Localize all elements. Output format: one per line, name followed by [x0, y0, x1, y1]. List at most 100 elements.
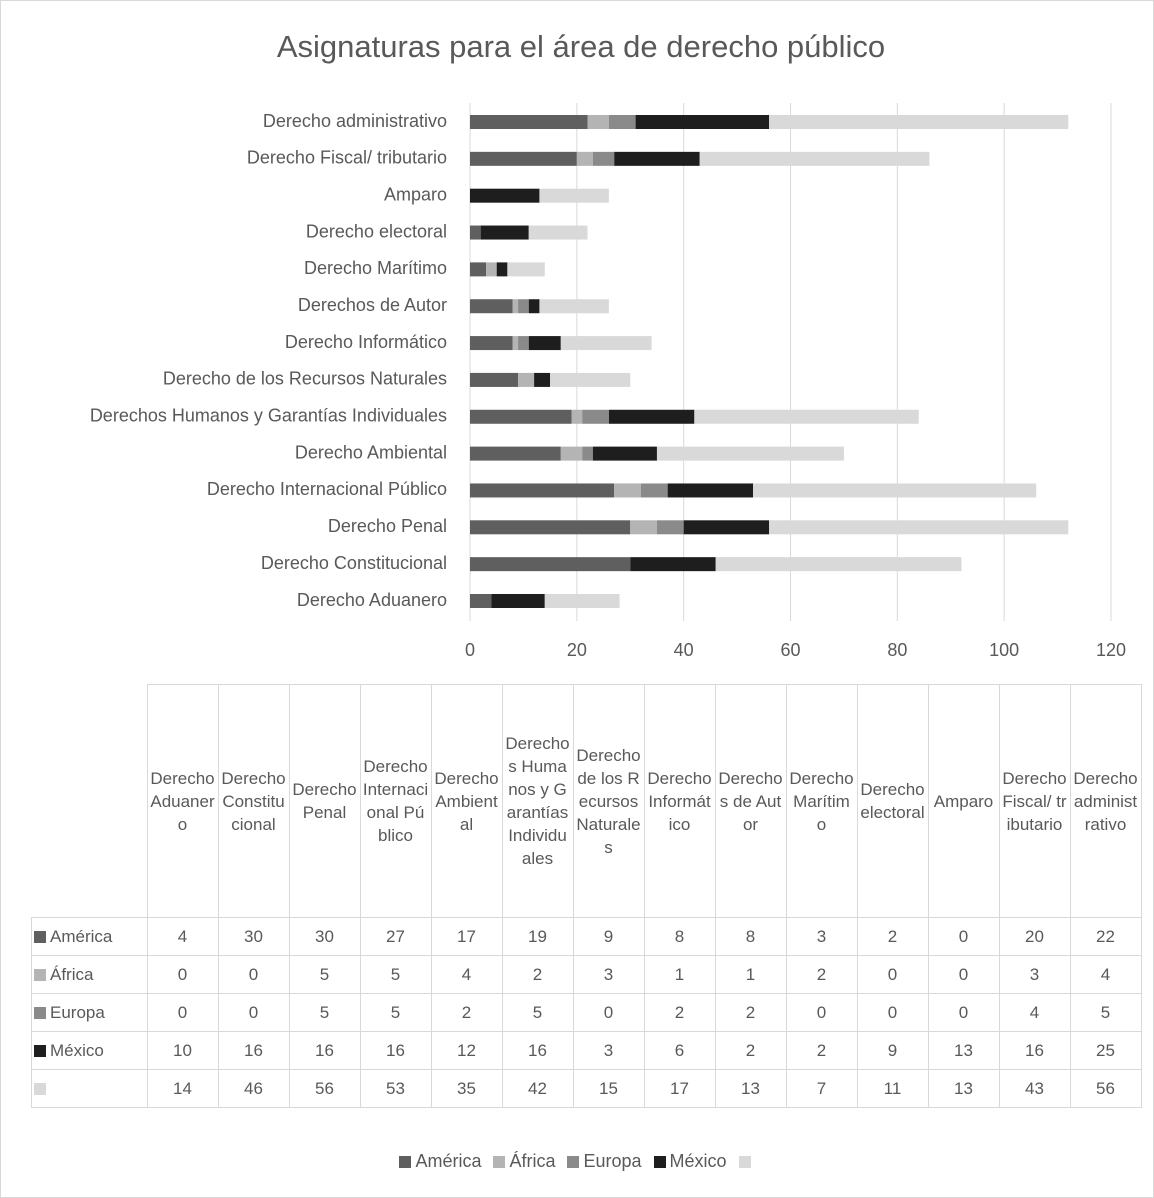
- bar-segment: [470, 336, 513, 351]
- data-table: Derecho Aduanero Derecho Constitucional De…: [31, 684, 1142, 1108]
- bar-segment: [534, 372, 551, 387]
- table-cell: 4: [430, 955, 503, 994]
- table-cell: 35: [430, 1069, 503, 1108]
- table-row-header: África: [31, 955, 148, 994]
- table-header: Derecho Fiscal/ tributario: [998, 684, 1071, 918]
- table-cell: 10: [146, 1031, 219, 1070]
- table-cell: 0: [146, 993, 219, 1032]
- bar-segment: [470, 299, 513, 314]
- table-cell: 5: [501, 993, 574, 1032]
- y-tick-label: Derecho Internacional Público: [207, 479, 447, 499]
- bar-segment: [486, 262, 497, 277]
- legend-item: América: [399, 1151, 481, 1171]
- table-cell: 5: [288, 993, 361, 1032]
- bar-segment: [769, 520, 1069, 535]
- table-cell: 16: [217, 1031, 290, 1070]
- legend-swatch: [34, 969, 46, 981]
- table-row: México 10 16 16 16 12 16 3 6 2 2 9 13 16 25: [31, 1031, 1142, 1070]
- bar-segment: [683, 520, 770, 535]
- table-cell: 43: [998, 1069, 1071, 1108]
- plot: Asignaturas para el área de derecho públ…: [90, 29, 1126, 660]
- table-cell: 0: [927, 993, 1000, 1032]
- table-cell: 13: [927, 1069, 1000, 1108]
- table-cell: 3: [785, 917, 858, 956]
- table-cell: 20: [998, 917, 1071, 956]
- table-cell: 0: [927, 955, 1000, 994]
- bar-segment: [769, 115, 1069, 129]
- chart-title: Asignaturas para el área de derecho públ…: [277, 29, 885, 64]
- table-cell: 2: [785, 1031, 858, 1070]
- table-cell: 13: [927, 1031, 1000, 1070]
- table-cell: 8: [714, 917, 787, 956]
- table-cell: 12: [430, 1031, 503, 1070]
- table-cell: 53: [359, 1069, 432, 1108]
- bar-segment: [470, 483, 615, 498]
- table-cell: 17: [430, 917, 503, 956]
- table-cell: 16: [288, 1031, 361, 1070]
- bar-segment: [470, 151, 577, 166]
- table-cell: 0: [572, 993, 645, 1032]
- legend-label: África: [509, 1151, 556, 1171]
- bar-segment: [470, 115, 588, 129]
- table-cell: 4: [998, 993, 1071, 1032]
- table-cell: 25: [1069, 1031, 1142, 1070]
- bar-segment: [470, 446, 561, 461]
- x-tick-label: 40: [674, 640, 694, 660]
- bar-segment: [518, 372, 535, 387]
- table-header: Amparo: [927, 684, 1000, 918]
- bar-segment: [694, 409, 919, 424]
- x-tick-label: 120: [1096, 640, 1126, 660]
- table-cell: 14: [146, 1069, 219, 1108]
- bar-segment: [560, 336, 652, 351]
- bar-segment: [608, 115, 636, 129]
- legend-label: Europa: [583, 1151, 642, 1171]
- legend-swatch: [653, 1156, 666, 1168]
- table-header: Derecho Aduanero: [146, 684, 219, 918]
- table-cell: 16: [501, 1031, 574, 1070]
- bar-segment: [470, 188, 540, 203]
- table-header: Derecho Informático: [643, 684, 716, 918]
- x-tick-label: 80: [887, 640, 907, 660]
- table-row-header: [31, 1069, 148, 1108]
- table-cell: 9: [572, 917, 645, 956]
- bar-segment: [512, 299, 519, 314]
- legend-swatch: [34, 1007, 46, 1019]
- y-tick-label: Derecho Marítimo: [304, 258, 447, 278]
- table-cell: 2: [714, 993, 787, 1032]
- table-cell: 0: [146, 955, 219, 994]
- legend-item: Europa: [567, 1151, 642, 1171]
- bar-segment: [630, 520, 657, 535]
- table-header: Derecho Penal: [288, 684, 361, 918]
- bar-segment: [470, 262, 487, 277]
- bar-segment: [496, 262, 508, 277]
- table-row: África 0 0 5 5 4 2 3 1 1 2 0 0 3 4: [31, 955, 1142, 994]
- bar-segment: [518, 299, 529, 314]
- table-cell: 30: [217, 917, 290, 956]
- bar-segment: [544, 594, 620, 608]
- bar-segment: [528, 336, 561, 351]
- bar-segment: [640, 483, 668, 498]
- y-tick-label: Derecho Penal: [328, 516, 447, 536]
- y-tick-label: Derecho de los Recursos Naturales: [163, 369, 447, 389]
- table-header: Derechos de Autor: [714, 684, 787, 918]
- table-header: Derecho Ambiental: [430, 684, 503, 918]
- bar-segment: [507, 262, 545, 277]
- legend-swatch: [34, 1045, 46, 1057]
- bar-segment: [470, 409, 572, 424]
- table-header: Derecho Constitucional: [217, 684, 290, 918]
- bar-segment: [582, 409, 609, 424]
- legend-label: América: [415, 1151, 482, 1171]
- bar-segment: [518, 336, 529, 351]
- table-cell: 4: [146, 917, 219, 956]
- table-header-row: Derecho Aduanero Derecho Constitucional De…: [31, 684, 1142, 918]
- legend-item: [738, 1151, 755, 1171]
- table-cell: 11: [856, 1069, 929, 1108]
- table-cell: 19: [501, 917, 574, 956]
- table-cell: 8: [643, 917, 716, 956]
- bar-segment: [753, 483, 1037, 498]
- x-tick-label: 60: [780, 640, 800, 660]
- bar-segment: [614, 483, 641, 498]
- y-tick-label: Derechos de Autor: [298, 295, 447, 315]
- table-header: Derecho Marítimo: [785, 684, 858, 918]
- bar-segment: [608, 409, 695, 424]
